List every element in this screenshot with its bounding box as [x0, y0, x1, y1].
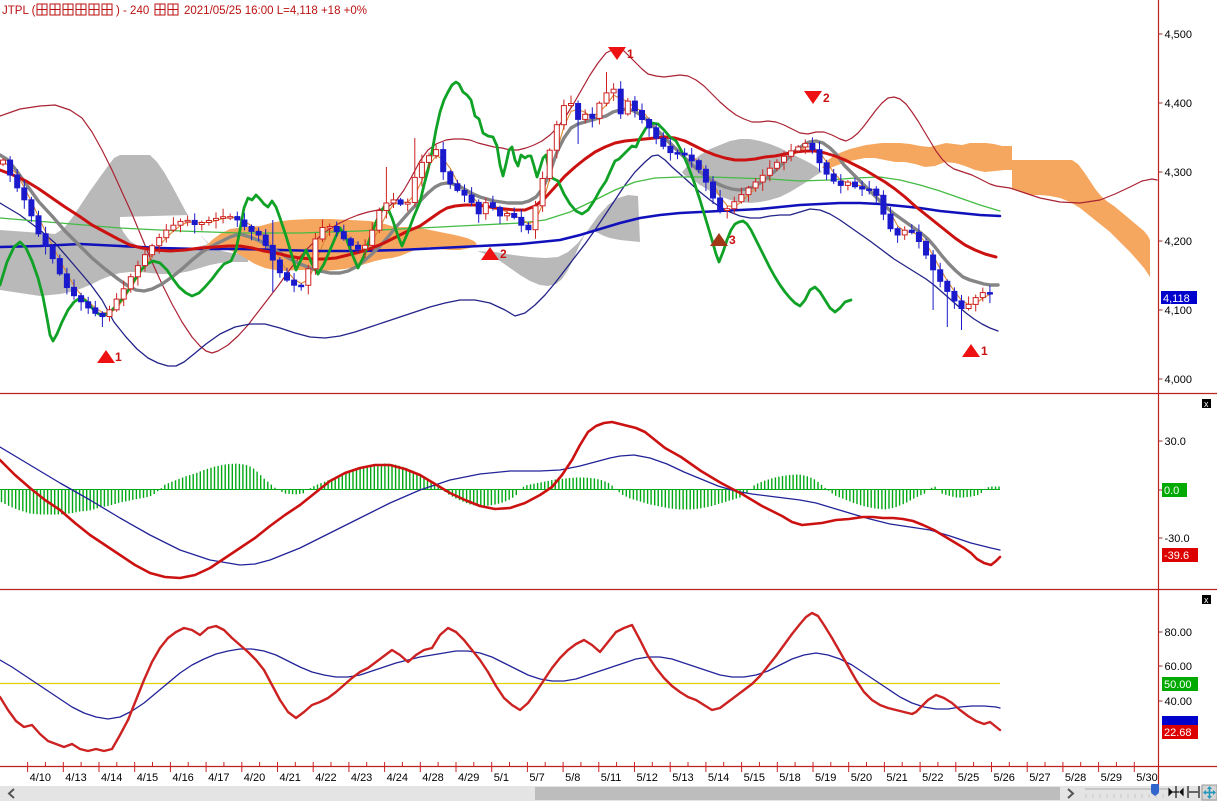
svg-text:4/28: 4/28	[422, 772, 443, 784]
svg-text:5/12: 5/12	[637, 772, 658, 784]
svg-text:4/13: 4/13	[65, 772, 86, 784]
svg-text:4/14: 4/14	[101, 772, 122, 784]
svg-text:5/22: 5/22	[922, 772, 943, 784]
svg-text:2: 2	[500, 247, 507, 261]
svg-text:4/24: 4/24	[387, 772, 408, 784]
svg-text:4/20: 4/20	[244, 772, 265, 784]
svg-text:4/15: 4/15	[137, 772, 158, 784]
svg-text:80.00: 80.00	[1165, 627, 1193, 639]
svg-text:5/29: 5/29	[1101, 772, 1122, 784]
svg-text:4,400: 4,400	[1165, 98, 1193, 110]
svg-text:4/22: 4/22	[315, 772, 336, 784]
svg-text:4,118: 4,118	[1163, 293, 1190, 305]
svg-text:22.68: 22.68	[1164, 727, 1192, 739]
svg-text:5/25: 5/25	[958, 772, 979, 784]
svg-text:5/8: 5/8	[565, 772, 580, 784]
svg-text:5/14: 5/14	[708, 772, 729, 784]
svg-text:4/10: 4/10	[30, 772, 51, 784]
svg-text:1: 1	[627, 47, 634, 61]
svg-text:2: 2	[823, 91, 830, 105]
svg-text:40.00: 40.00	[1165, 696, 1193, 708]
svg-text:5/11: 5/11	[601, 772, 622, 784]
svg-text:-30.0: -30.0	[1165, 533, 1190, 545]
svg-text:2021/05/25 16:00 L=4,118 +18: 2021/05/25 16:00 L=4,118 +18 +0%	[184, 5, 367, 17]
svg-text:3: 3	[729, 233, 736, 247]
svg-text:4/21: 4/21	[280, 772, 301, 784]
svg-text:4,000: 4,000	[1165, 374, 1193, 386]
svg-text:4/17: 4/17	[208, 772, 229, 784]
svg-text:5/20: 5/20	[851, 772, 872, 784]
svg-text:4/29: 4/29	[458, 772, 479, 784]
svg-text:4/23: 4/23	[351, 772, 372, 784]
svg-text:1: 1	[981, 344, 988, 358]
svg-text:60.00: 60.00	[1165, 661, 1193, 673]
svg-text:4,100: 4,100	[1165, 305, 1193, 317]
svg-text:4,300: 4,300	[1165, 167, 1193, 179]
svg-text:) - 240: ) - 240	[116, 5, 149, 17]
svg-text:5/15: 5/15	[744, 772, 765, 784]
svg-text:5/27: 5/27	[1029, 772, 1050, 784]
svg-text:x: x	[1204, 595, 1209, 605]
svg-text:x: x	[1204, 399, 1209, 409]
svg-text:5/30: 5/30	[1136, 772, 1157, 784]
svg-text:0.0: 0.0	[1164, 485, 1179, 497]
svg-text:1: 1	[115, 350, 122, 364]
svg-text:5/26: 5/26	[994, 772, 1015, 784]
svg-text:4,200: 4,200	[1165, 236, 1193, 248]
svg-text:5/21: 5/21	[886, 772, 907, 784]
svg-text:30.0: 30.0	[1165, 436, 1186, 448]
svg-text:5/28: 5/28	[1065, 772, 1086, 784]
svg-text:5/13: 5/13	[672, 772, 693, 784]
svg-text:5/19: 5/19	[815, 772, 836, 784]
svg-text:JTPL (: JTPL (	[2, 5, 36, 17]
svg-text:5/7: 5/7	[529, 772, 544, 784]
svg-text:4,500: 4,500	[1165, 29, 1193, 41]
svg-text:5/1: 5/1	[494, 772, 509, 784]
svg-text:50.00: 50.00	[1164, 679, 1192, 691]
svg-text:-39.6: -39.6	[1164, 550, 1189, 562]
svg-text:4/16: 4/16	[172, 772, 193, 784]
svg-text:5/18: 5/18	[779, 772, 800, 784]
